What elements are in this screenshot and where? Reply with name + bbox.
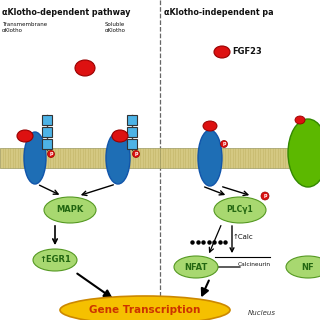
Ellipse shape (286, 256, 320, 278)
Text: p: p (134, 151, 138, 156)
Text: PLCγ1: PLCγ1 (227, 205, 253, 214)
FancyBboxPatch shape (42, 127, 52, 137)
Text: ↑EGR1: ↑EGR1 (39, 255, 71, 265)
Ellipse shape (112, 130, 128, 142)
Ellipse shape (174, 256, 218, 278)
Ellipse shape (60, 296, 230, 320)
Bar (160, 148, 320, 168)
FancyBboxPatch shape (42, 139, 52, 149)
Text: p: p (49, 151, 53, 156)
Text: αKlotho-dependent pathway: αKlotho-dependent pathway (2, 8, 131, 17)
Ellipse shape (214, 46, 230, 58)
Text: Transmembrane
αKlotho: Transmembrane αKlotho (2, 22, 47, 33)
Ellipse shape (288, 119, 320, 187)
Ellipse shape (132, 150, 140, 157)
Text: Gene Transcription: Gene Transcription (89, 305, 201, 315)
Bar (0, 148, 160, 168)
FancyBboxPatch shape (127, 139, 137, 149)
Text: ↑Calc: ↑Calc (233, 234, 254, 240)
Ellipse shape (24, 132, 46, 184)
Text: MAPK: MAPK (56, 205, 84, 214)
Text: p: p (222, 141, 226, 147)
Text: NFAT: NFAT (184, 262, 208, 271)
FancyBboxPatch shape (127, 127, 137, 137)
FancyBboxPatch shape (127, 115, 137, 125)
Ellipse shape (198, 130, 222, 186)
Ellipse shape (75, 60, 95, 76)
Ellipse shape (106, 132, 130, 184)
Ellipse shape (47, 150, 54, 157)
Text: Nucleus: Nucleus (248, 310, 276, 316)
Text: Calcineurin: Calcineurin (237, 262, 270, 268)
Ellipse shape (33, 249, 77, 271)
Ellipse shape (17, 130, 33, 142)
Text: p: p (263, 194, 267, 198)
Ellipse shape (220, 140, 228, 148)
Text: NF: NF (302, 262, 314, 271)
FancyBboxPatch shape (42, 115, 52, 125)
Ellipse shape (295, 116, 305, 124)
Ellipse shape (261, 192, 269, 200)
Ellipse shape (203, 121, 217, 131)
Text: FGF23: FGF23 (232, 47, 262, 57)
Ellipse shape (44, 197, 96, 223)
Text: αKlotho-independent pa: αKlotho-independent pa (164, 8, 274, 17)
Ellipse shape (214, 197, 266, 223)
Text: Soluble
αKlotho: Soluble αKlotho (105, 22, 126, 33)
